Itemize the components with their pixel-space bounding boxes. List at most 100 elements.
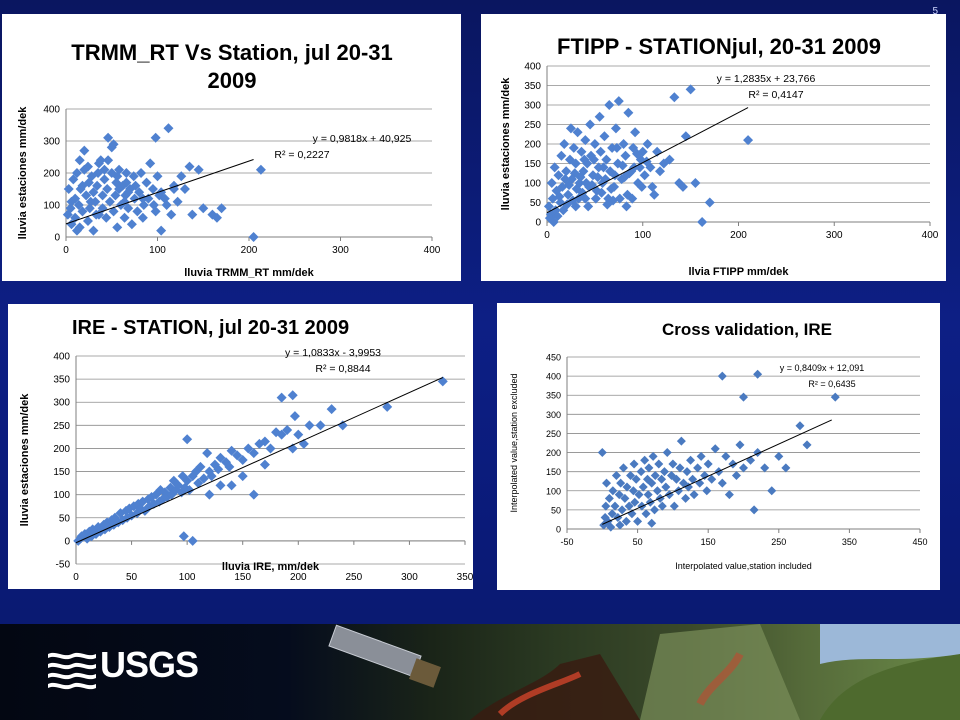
- data-point: [632, 148, 643, 159]
- y-tick-label: 0: [54, 233, 60, 244]
- data-point: [717, 371, 727, 381]
- y-tick-label: 300: [53, 398, 70, 409]
- r-squared-label: R² = 0,4147: [748, 89, 803, 101]
- data-point: [617, 160, 628, 171]
- data-point: [152, 171, 163, 182]
- data-point: [648, 451, 658, 461]
- y-axis-label: Interpolated value,station excluded: [509, 373, 519, 512]
- data-point: [749, 505, 759, 515]
- data-point: [82, 533, 93, 544]
- data-point: [92, 180, 103, 191]
- data-point: [172, 196, 183, 207]
- data-point: [724, 490, 734, 500]
- x-tick-label: 350: [457, 572, 473, 583]
- data-point: [91, 209, 102, 220]
- data-point: [156, 187, 167, 198]
- data-point: [700, 470, 710, 480]
- data-point: [546, 178, 557, 188]
- x-tick-label: 400: [424, 245, 441, 256]
- data-point: [704, 197, 715, 208]
- data-point: [632, 178, 643, 188]
- data-point: [707, 474, 717, 484]
- data-point: [211, 212, 222, 223]
- data-point: [588, 154, 599, 165]
- chart-title: IRE - STATION, jul 20-31 2009: [72, 317, 349, 339]
- y-tick-label: 200: [43, 169, 60, 180]
- data-point: [81, 190, 92, 201]
- chart-cross-validation-ire: Cross validation, IRE 0 50 100 150 200 250 300 3…: [509, 320, 928, 571]
- x-tick-label: 300: [332, 245, 349, 256]
- y-tick-label: 200: [53, 444, 70, 455]
- data-point: [579, 154, 590, 165]
- data-point: [606, 183, 617, 194]
- data-point: [680, 131, 691, 142]
- data-point: [243, 443, 254, 454]
- data-point: [123, 203, 134, 214]
- data-point: [640, 455, 650, 465]
- data-point: [337, 420, 348, 431]
- data-point: [595, 146, 606, 157]
- x-tick-label: 350: [842, 537, 857, 547]
- data-point: [587, 170, 598, 181]
- data-point: [647, 181, 658, 192]
- data-point: [237, 455, 248, 465]
- data-point: [237, 471, 248, 482]
- x-tick-label: 250: [346, 572, 363, 583]
- data-point: [382, 401, 393, 412]
- data-point: [226, 445, 237, 456]
- data-point: [123, 187, 134, 198]
- y-tick-label: 250: [524, 120, 541, 131]
- x-tick-label: 150: [234, 572, 251, 583]
- data-point: [195, 461, 206, 472]
- data-point: [126, 219, 137, 230]
- data-point: [582, 158, 593, 169]
- data-point: [128, 171, 139, 182]
- x-tick-label: 300: [401, 572, 418, 583]
- data-point: [259, 459, 270, 470]
- data-point: [119, 212, 130, 223]
- y-axis-label: lluvia estaciones mm/dek: [19, 393, 31, 527]
- data-point: [597, 448, 607, 458]
- data-point: [97, 190, 108, 201]
- data-point: [145, 158, 156, 169]
- data-point: [594, 111, 605, 122]
- y-tick-label: 450: [546, 353, 561, 363]
- data-point: [130, 180, 141, 191]
- chart-title: 2009: [208, 68, 257, 93]
- data-point: [548, 217, 559, 227]
- data-point: [686, 455, 696, 465]
- data-point: [642, 139, 653, 149]
- data-point: [137, 212, 148, 223]
- x-tick-label: 300: [826, 230, 843, 241]
- data-point: [248, 489, 259, 500]
- data-point: [66, 196, 77, 207]
- data-point: [121, 177, 132, 188]
- y-tick-label: 150: [53, 467, 70, 478]
- data-point: [88, 187, 99, 198]
- data-point: [615, 520, 625, 530]
- data-point: [213, 464, 224, 475]
- data-point: [148, 200, 159, 210]
- data-point: [216, 203, 227, 214]
- data-point: [77, 180, 88, 191]
- data-point: [101, 212, 112, 223]
- data-point: [735, 440, 745, 450]
- data-point: [163, 123, 174, 134]
- scatter-points: [62, 123, 266, 242]
- data-point: [608, 486, 618, 496]
- data-point: [166, 209, 177, 220]
- data-point: [657, 474, 667, 484]
- data-point: [623, 107, 634, 118]
- data-point: [668, 459, 678, 469]
- data-point: [565, 123, 576, 134]
- data-point: [191, 466, 202, 477]
- data-point: [774, 451, 784, 461]
- data-point: [254, 438, 265, 449]
- data-point: [606, 522, 616, 532]
- data-point: [641, 509, 651, 519]
- usgs-wordmark: USGS: [100, 644, 199, 685]
- data-point: [315, 420, 326, 431]
- scatter-points: [543, 84, 754, 227]
- chart-panel-ftipp: FTIPP - STATIONjul, 20-31 2009 0 50 100 150 2…: [481, 14, 946, 281]
- x-tick-label: 50: [633, 537, 643, 547]
